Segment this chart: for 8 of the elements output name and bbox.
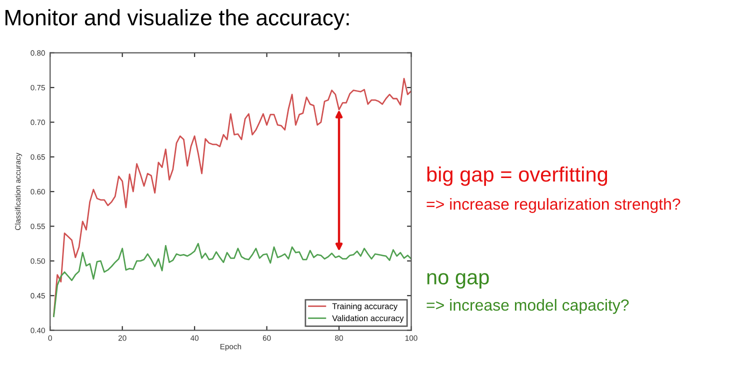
chart-title: Monitor and visualize the accuracy: (6, 9, 349, 30)
text: no gap (427, 273, 489, 289)
text: => increase model capacity? (426, 299, 629, 314)
legend-label: Validation accuracy (332, 315, 404, 323)
legend-label: Training accuracy (332, 303, 398, 311)
text: => increase regularization strength? (426, 198, 680, 213)
line-series (53, 78, 412, 316)
text: big gap = overfitting (427, 166, 608, 186)
